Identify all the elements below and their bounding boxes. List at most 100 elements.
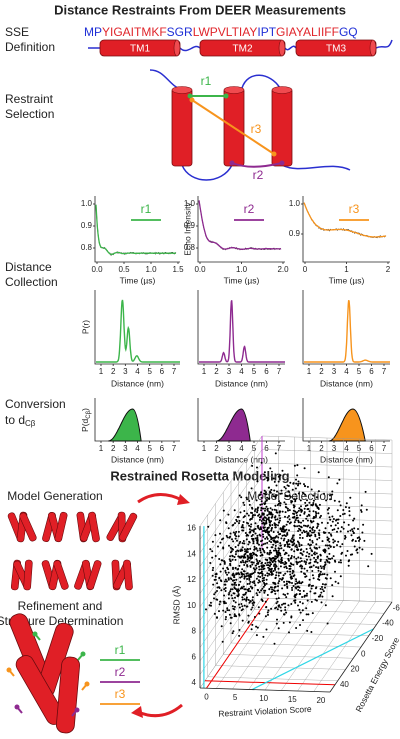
scatter-point — [303, 567, 306, 570]
scatter-point — [311, 554, 313, 557]
scatter-point — [242, 516, 245, 519]
scatter-point — [285, 580, 288, 583]
scatter-point — [260, 589, 263, 592]
scatter-point — [260, 500, 263, 503]
axis — [94, 196, 180, 263]
scatter-point — [284, 602, 287, 605]
scatter-point — [271, 508, 274, 511]
scatter-point — [299, 499, 302, 502]
scatter-point — [294, 596, 297, 599]
scatter-point — [274, 544, 277, 547]
spin-label — [223, 93, 229, 99]
scatter-point — [226, 536, 229, 539]
scatter-point — [262, 507, 265, 510]
scatter-point — [240, 609, 243, 612]
scatter-point — [256, 534, 259, 537]
scatter-point — [317, 471, 320, 474]
scatter-point — [353, 517, 356, 520]
scatter-point — [270, 568, 273, 571]
scatter-point — [245, 572, 248, 575]
scatter-point — [300, 521, 302, 524]
scatter-point — [276, 511, 279, 514]
scatter-point — [262, 543, 265, 546]
scatter-point — [233, 579, 236, 582]
scatter-point — [329, 533, 332, 536]
scatter-point — [271, 588, 274, 591]
scatter-point — [311, 504, 314, 507]
scatter-point — [234, 581, 237, 584]
grid-line — [261, 489, 393, 495]
scatter-point — [275, 597, 278, 600]
scatter-point — [248, 528, 251, 531]
scatter-point — [288, 529, 290, 532]
scatter-point — [275, 557, 277, 560]
scatter-point — [305, 561, 308, 564]
scatter-point — [309, 558, 312, 561]
scatter-point — [316, 526, 318, 529]
scatter-point — [352, 538, 354, 541]
scatter-point — [309, 526, 311, 529]
scatter-point — [249, 585, 252, 588]
scatter-point — [334, 570, 336, 573]
x-axis-label: Time (µs) — [120, 275, 156, 285]
scatter-point — [358, 538, 361, 541]
scatter-point — [256, 466, 258, 469]
scatter-point — [303, 594, 306, 597]
scatter-point — [210, 604, 212, 607]
scatter-point — [331, 529, 334, 531]
scatter-point — [277, 547, 280, 550]
scatter-point — [242, 526, 245, 529]
scatter-point — [227, 571, 230, 574]
helix-cap — [171, 86, 193, 94]
scatter-point — [291, 536, 294, 539]
scatter-point — [252, 604, 255, 607]
scatter-point — [283, 613, 286, 616]
scatter-point — [261, 513, 264, 516]
scatter-point — [324, 604, 327, 607]
scatter-point — [259, 526, 262, 529]
scatter-point — [286, 541, 289, 544]
scatter-point — [284, 503, 287, 506]
scatter-point — [255, 567, 258, 570]
scatter-point — [244, 561, 247, 564]
scatter-point — [235, 578, 238, 581]
scatter-point — [268, 561, 271, 564]
echo-data — [95, 204, 177, 256]
scatter-point — [212, 566, 215, 569]
scatter-point — [276, 490, 278, 493]
scatter-point — [301, 596, 304, 598]
scatter-point — [331, 595, 334, 598]
scatter-point — [233, 509, 236, 512]
scatter-point — [284, 609, 287, 611]
scatter-point — [245, 591, 247, 594]
scatter-point — [236, 539, 238, 542]
x-tick-label: 3 — [123, 444, 128, 453]
scatter-point — [312, 494, 315, 497]
scatter-point — [226, 609, 229, 612]
scatter-point — [245, 496, 248, 499]
scatter-point — [291, 537, 293, 540]
scatter-point — [299, 601, 302, 603]
scatter-point — [295, 482, 298, 485]
scatter-point — [326, 522, 329, 524]
x-tick-label: 5 — [357, 444, 362, 453]
grid-line — [261, 597, 393, 603]
scatter-point — [336, 518, 338, 521]
scatter-point — [295, 557, 298, 560]
model-helix — [54, 511, 68, 543]
scatter-point — [312, 526, 315, 529]
axis — [197, 398, 285, 442]
scatter-point — [230, 550, 233, 553]
scatter-point — [232, 572, 235, 575]
scatter-point — [237, 530, 240, 533]
scatter-point — [219, 532, 221, 535]
scatter-point — [264, 522, 267, 525]
scatter-point — [306, 629, 309, 632]
scatter-point — [242, 540, 245, 542]
scatter-point — [280, 547, 283, 550]
scatter-point — [297, 521, 300, 523]
scatter-point — [339, 530, 342, 533]
scatter-point — [308, 566, 311, 569]
scatter-point — [223, 562, 226, 565]
scatter-point — [337, 527, 340, 530]
